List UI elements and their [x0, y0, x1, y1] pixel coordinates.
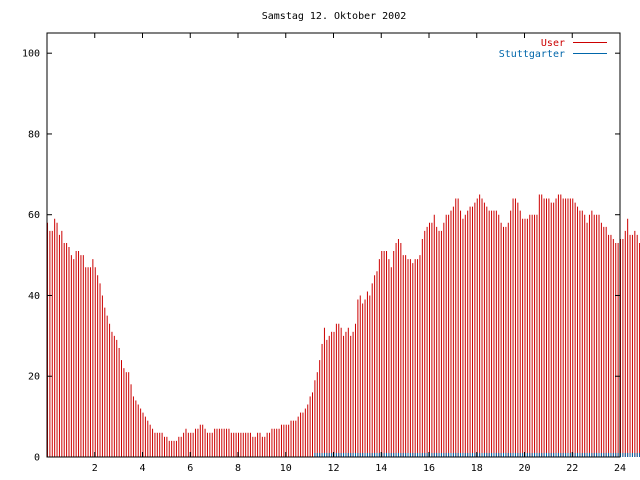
- x-tick-label: 2: [92, 463, 98, 474]
- x-tick-label: 4: [139, 463, 145, 474]
- y-tick-label: 80: [28, 129, 40, 140]
- x-tick-label: 18: [471, 463, 483, 474]
- x-tick-label: 6: [187, 463, 193, 474]
- x-tick-label: 16: [423, 463, 435, 474]
- y-tick-label: 60: [28, 210, 40, 221]
- y-tick-label: 100: [22, 49, 40, 60]
- user-series-bars: [47, 194, 640, 457]
- x-tick-label: 10: [280, 463, 292, 474]
- x-tick-label: 20: [518, 463, 530, 474]
- chart-title: Samstag 12. Oktober 2002: [262, 11, 407, 22]
- legend-label-stuttgarter: Stuttgarter: [499, 49, 565, 60]
- x-tick-label: 24: [614, 463, 626, 474]
- y-tick-label: 20: [28, 372, 40, 383]
- y-tick-label: 40: [28, 291, 40, 302]
- x-tick-label: 14: [375, 463, 387, 474]
- y-tick-label: 0: [34, 453, 40, 464]
- x-tick-label: 22: [566, 463, 578, 474]
- x-tick-label: 12: [327, 463, 339, 474]
- x-tick-label: 8: [235, 463, 241, 474]
- legend-label-user: User: [541, 38, 565, 49]
- legend: User Stuttgarter: [499, 38, 607, 60]
